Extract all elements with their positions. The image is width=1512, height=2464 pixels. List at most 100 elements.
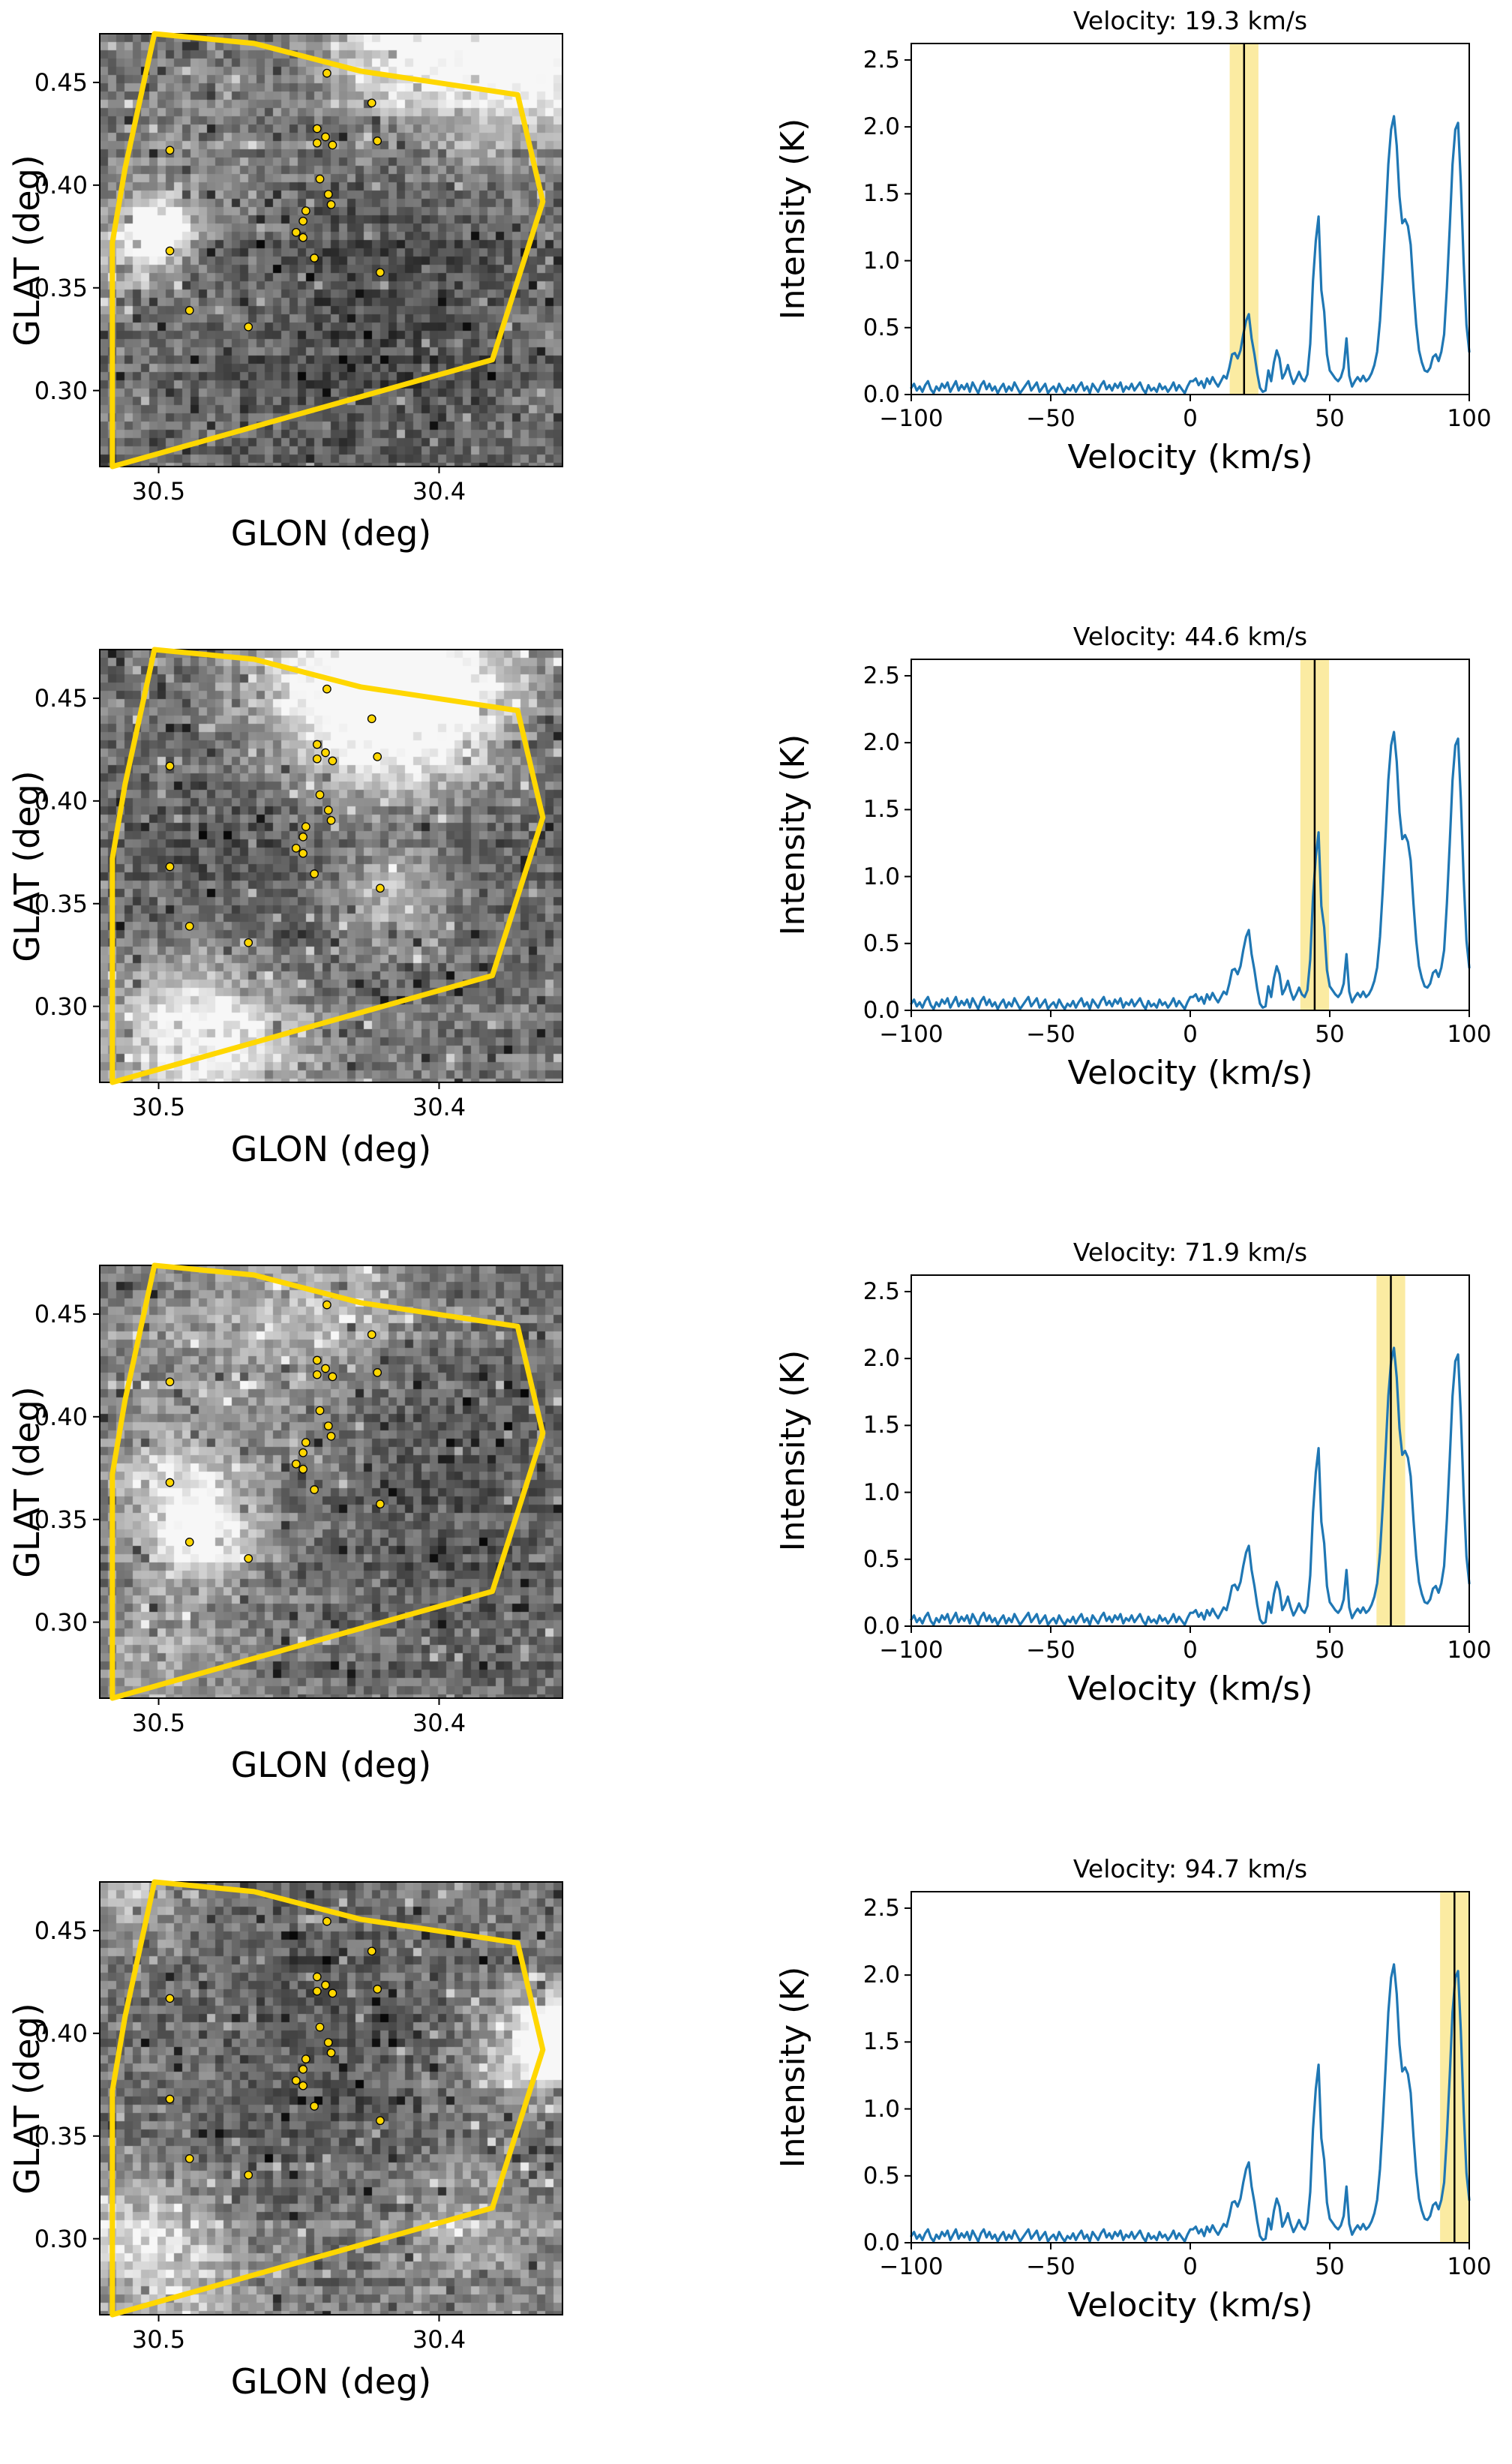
spectrum-ytick-label: 2.0 — [862, 113, 900, 141]
spectrum-ytick-label: 2.5 — [862, 46, 900, 74]
source-marker — [312, 740, 322, 749]
map-ytick-label: 0.30 — [34, 2224, 88, 2253]
map-ylabel: GLAT (deg) — [7, 770, 47, 962]
source-marker — [326, 2048, 336, 2057]
spectrum-xtick-label: 100 — [1447, 1637, 1492, 1664]
source-marker — [376, 1499, 385, 1509]
source-marker — [312, 1972, 322, 1982]
spectrum-title: Velocity: 94.7 km/s — [1072, 1854, 1308, 1883]
spectrum-xtick-label: 50 — [1315, 1637, 1345, 1664]
map-ytick-label: 0.40 — [34, 1402, 88, 1431]
spectrum-ytick-label: 1.5 — [862, 1412, 900, 1439]
row-plot-overlay — [93, 1262, 1471, 1705]
map-xtick-label: 30.4 — [412, 2325, 466, 2354]
spectrum-xlabel: Velocity (km/s) — [1067, 438, 1313, 476]
spectrum-xlabel: Velocity (km/s) — [1067, 1054, 1313, 1092]
spectrum-line — [910, 115, 1471, 395]
source-marker — [328, 756, 338, 766]
spectrum-line — [910, 731, 1471, 1010]
source-marker — [165, 2094, 175, 2104]
source-marker — [310, 1485, 319, 1494]
source-marker — [312, 1986, 322, 1996]
source-marker — [291, 1459, 301, 1469]
source-marker — [323, 806, 333, 815]
spectrum-ylabel: Intensity (K) — [774, 1349, 812, 1552]
map-xtick-label: 30.4 — [412, 477, 466, 506]
map-frame — [99, 33, 563, 467]
source-marker — [312, 138, 322, 148]
source-marker — [301, 206, 310, 215]
spectrum-xtick-label: 100 — [1447, 2253, 1492, 2280]
source-marker — [323, 2038, 333, 2047]
spectrum-ylabel: Intensity (K) — [774, 118, 812, 320]
spectrum-xtick-label: −50 — [1026, 2253, 1076, 2280]
spectrum-xtick-label: −50 — [1026, 405, 1076, 432]
map-xtick-label: 30.5 — [131, 2325, 186, 2354]
spectrum-ytick-label: 1.5 — [862, 180, 900, 208]
aperture-polygon — [110, 1262, 546, 1701]
channel-map-image — [100, 1882, 562, 2315]
source-marker — [291, 227, 301, 237]
source-marker — [315, 1406, 325, 1415]
source-marker — [298, 2064, 308, 2074]
source-marker — [315, 2022, 325, 2032]
source-marker — [323, 1421, 333, 1430]
spectrum-xtick-label: 50 — [1315, 405, 1345, 432]
source-marker — [310, 2102, 319, 2111]
source-marker — [312, 124, 322, 134]
map-ylabel: GLAT (deg) — [7, 154, 47, 347]
row-2: 0.45 0.40 0.35 0.30 30.5 30.4 GLON (deg) GLAT (… — [0, 616, 1512, 1232]
spectrum-xtick-label: 0 — [1183, 2253, 1198, 2280]
source-marker — [312, 1355, 322, 1365]
map-frame — [99, 1265, 563, 1699]
source-marker — [301, 1438, 310, 1447]
spectrum-title: Velocity: 71.9 km/s — [1072, 1238, 1308, 1267]
channel-map-image — [100, 650, 562, 1082]
map-ytick-label: 0.45 — [34, 683, 88, 713]
spectrum-ytick-label: 1.0 — [862, 2095, 900, 2123]
map-frame — [99, 649, 563, 1083]
map-xtick-label: 30.5 — [131, 1709, 186, 1737]
spectrum-ytick-label: 2.5 — [862, 662, 900, 689]
source-marker — [298, 848, 308, 858]
source-marker — [310, 254, 319, 263]
map-ytick-label: 0.40 — [34, 2018, 88, 2048]
source-marker — [291, 2075, 301, 2085]
map-ytick-label: 0.35 — [34, 273, 88, 302]
source-marker — [367, 714, 376, 724]
source-marker — [244, 2170, 254, 2180]
spectrum-ytick-label: 2.0 — [862, 1345, 900, 1373]
row-3: 0.45 0.40 0.35 0.30 30.5 30.4 GLON (deg) GLAT (… — [0, 1232, 1512, 1847]
source-marker — [165, 761, 175, 771]
map-ytick-label: 0.30 — [34, 376, 88, 405]
source-marker — [244, 938, 254, 947]
source-marker — [376, 884, 385, 893]
source-marker — [367, 98, 376, 108]
spectrum-ytick-label: 2.5 — [862, 1277, 900, 1305]
spectrum-ytick-label: 1.0 — [862, 1478, 900, 1506]
source-marker — [165, 1377, 175, 1387]
map-ytick-label: 0.45 — [34, 68, 88, 97]
row-plot-overlay — [93, 647, 1471, 1089]
spectrum-xlabel: Velocity (km/s) — [1067, 1670, 1313, 1708]
aperture-polygon — [110, 647, 546, 1085]
aperture-polygon — [110, 31, 546, 470]
spectrum-ytick-label: 2.0 — [862, 1961, 900, 1989]
spectrum-ytick-label: 1.0 — [862, 247, 900, 275]
source-marker — [326, 200, 336, 209]
aperture-polygon — [110, 1879, 546, 2318]
channel-map-image — [100, 34, 562, 467]
channel-map-image — [100, 1265, 562, 1698]
map-ytick-label: 0.40 — [34, 786, 88, 815]
spectrum-ytick-label: 0.0 — [862, 997, 900, 1024]
map-xlabel: GLON (deg) — [230, 2361, 432, 2402]
spectrum-ytick-label: 0.5 — [862, 2162, 900, 2189]
spectrum-xtick-label: 100 — [1447, 1021, 1492, 1048]
spectrum-xtick-label: 0 — [1183, 405, 1198, 432]
spectrum-ylabel: Intensity (K) — [774, 734, 812, 936]
map-ylabel: GLAT (deg) — [7, 1385, 47, 1578]
spectrum-xlabel: Velocity (km/s) — [1067, 2286, 1313, 2324]
map-xtick-label: 30.5 — [131, 1093, 186, 1121]
row-plot-overlay — [93, 1879, 1471, 2321]
